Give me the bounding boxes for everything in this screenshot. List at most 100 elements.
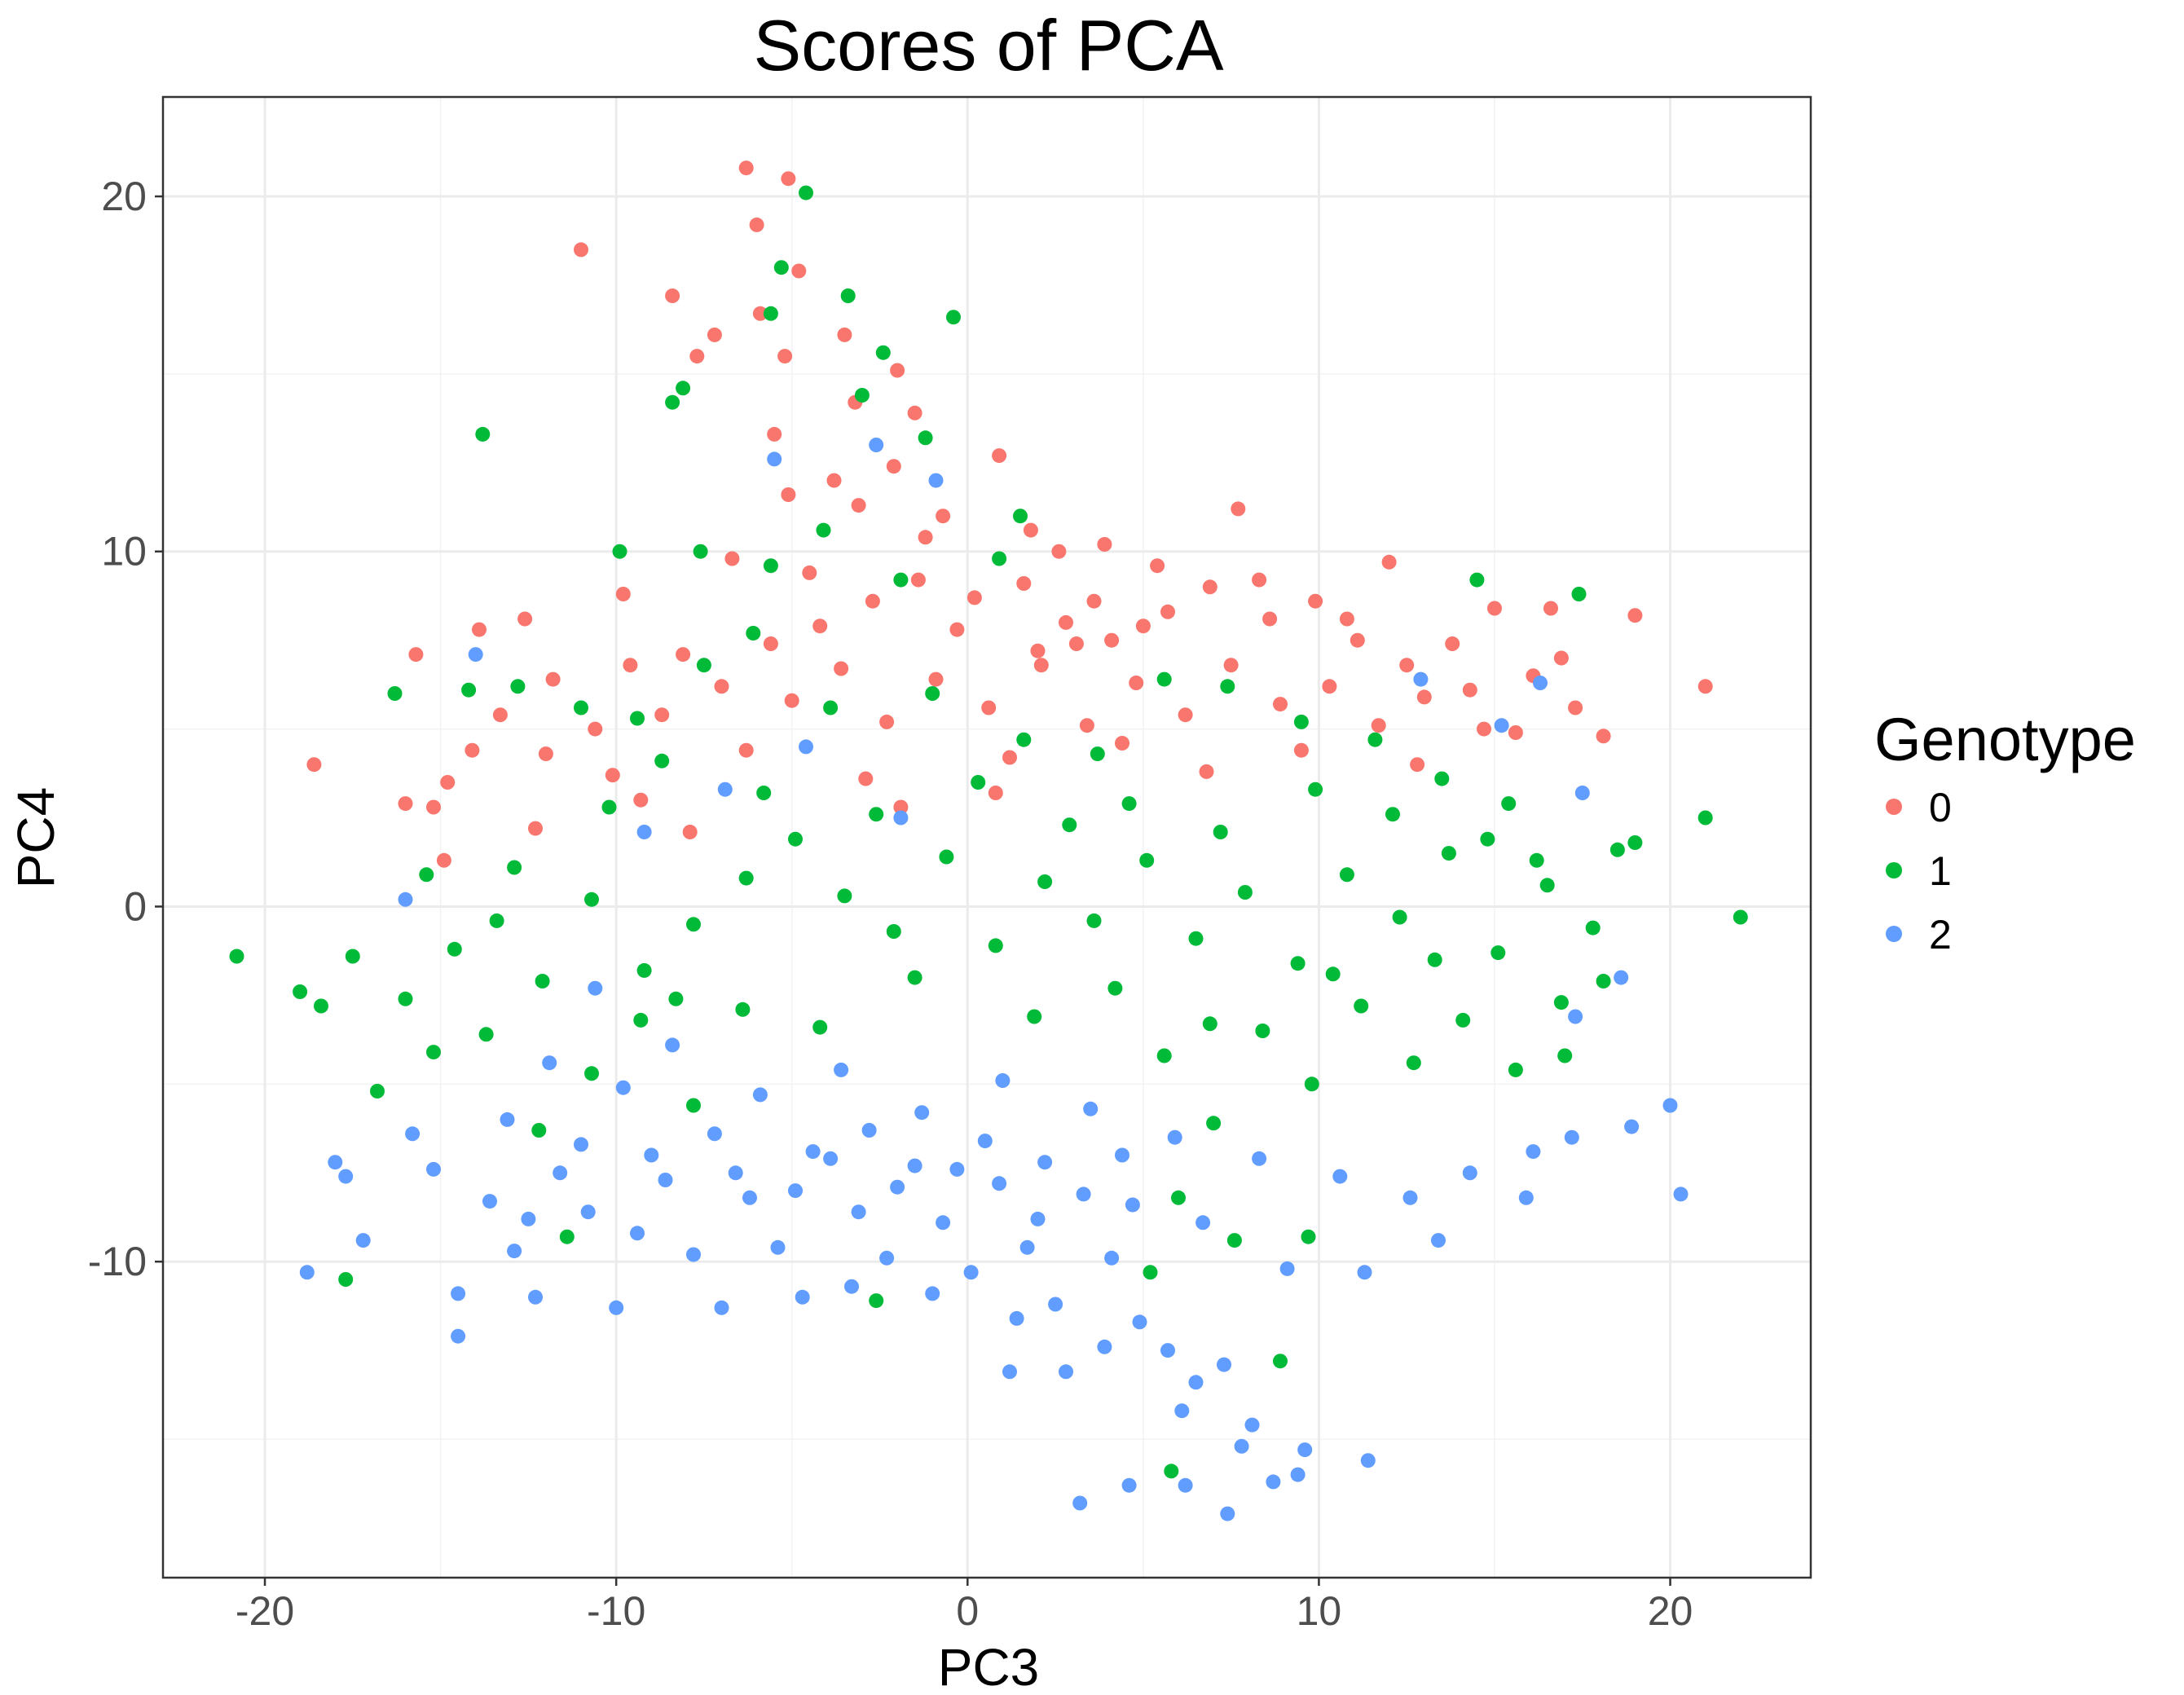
- point-genotype-1: [1480, 831, 1495, 847]
- point-genotype-1: [1107, 980, 1123, 996]
- point-genotype-2: [1494, 718, 1509, 733]
- point-genotype-1: [1469, 572, 1485, 588]
- point-genotype-2: [542, 1055, 557, 1071]
- point-genotype-2: [949, 1161, 965, 1177]
- point-genotype-1: [1156, 1048, 1172, 1063]
- point-genotype-0: [1322, 679, 1337, 694]
- point-genotype-2: [630, 1226, 645, 1241]
- point-genotype-2: [328, 1155, 343, 1170]
- x-tick-label: -20: [236, 1588, 294, 1634]
- point-genotype-2: [844, 1279, 859, 1294]
- point-genotype-2: [963, 1265, 979, 1280]
- point-genotype-0: [918, 530, 933, 545]
- point-genotype-1: [799, 185, 813, 200]
- point-genotype-1: [1037, 874, 1053, 889]
- point-genotype-1: [636, 962, 652, 978]
- point-genotype-1: [1121, 796, 1137, 812]
- point-genotype-1: [693, 544, 708, 559]
- point-genotype-1: [419, 867, 434, 883]
- point-genotype-2: [521, 1211, 536, 1226]
- point-genotype-0: [1068, 636, 1084, 651]
- point-genotype-0: [928, 671, 944, 687]
- point-genotype-1: [1062, 817, 1077, 833]
- point-genotype-0: [1202, 579, 1217, 595]
- point-genotype-1: [686, 1098, 701, 1113]
- point-genotype-0: [1273, 697, 1288, 712]
- point-genotype-1: [738, 870, 754, 886]
- point-genotype-1: [559, 1229, 575, 1244]
- point-genotype-0: [545, 671, 561, 687]
- point-genotype-1: [1143, 1265, 1158, 1280]
- point-genotype-1: [918, 430, 933, 446]
- point-genotype-1: [1529, 852, 1544, 868]
- point-genotype-1: [426, 1045, 441, 1060]
- point-genotype-2: [1234, 1438, 1249, 1454]
- point-genotype-0: [1104, 632, 1120, 648]
- point-genotype-1: [1013, 508, 1028, 524]
- point-genotype-2: [451, 1286, 466, 1301]
- point-genotype-1: [1202, 1016, 1217, 1032]
- point-genotype-2: [615, 1080, 631, 1095]
- point-genotype-0: [812, 619, 828, 634]
- point-genotype-2: [468, 647, 483, 663]
- point-genotype-1: [535, 974, 550, 988]
- point-genotype-1: [574, 700, 588, 715]
- legend-label-0: 0: [1929, 785, 1952, 830]
- point-genotype-1: [1325, 966, 1341, 982]
- point-genotype-1: [601, 799, 617, 815]
- point-genotype-1: [584, 1066, 599, 1081]
- y-tick-label: 20: [101, 174, 147, 219]
- point-genotype-2: [799, 739, 813, 755]
- point-genotype-0: [1262, 611, 1278, 627]
- point-genotype-1: [1304, 1076, 1319, 1092]
- point-genotype-0: [981, 700, 997, 715]
- point-genotype-2: [1290, 1467, 1306, 1482]
- point-genotype-0: [654, 707, 670, 723]
- panel-background: [163, 97, 1811, 1578]
- point-genotype-0: [588, 721, 603, 737]
- point-genotype-1: [735, 1002, 751, 1017]
- point-genotype-0: [1231, 501, 1246, 517]
- point-genotype-0: [1477, 721, 1491, 737]
- point-genotype-2: [636, 825, 652, 839]
- point-genotype-1: [1571, 587, 1587, 601]
- point-genotype-0: [967, 590, 982, 605]
- point-genotype-1: [1016, 732, 1032, 747]
- point-genotype-0: [676, 647, 691, 663]
- x-tick-label: 10: [1297, 1588, 1342, 1634]
- point-genotype-2: [1574, 786, 1590, 800]
- point-genotype-1: [510, 679, 526, 694]
- point-genotype-2: [728, 1165, 743, 1181]
- x-axis: -20 -10 0 10 20: [236, 1578, 1693, 1634]
- point-genotype-0: [1381, 554, 1397, 570]
- point-genotype-2: [500, 1112, 515, 1127]
- y-tick-label: -10: [88, 1239, 147, 1284]
- y-tick-label: 10: [101, 529, 147, 575]
- point-genotype-2: [1115, 1147, 1129, 1163]
- point-genotype-0: [1223, 658, 1239, 673]
- point-genotype-2: [405, 1126, 421, 1142]
- point-genotype-1: [447, 941, 462, 957]
- point-genotype-1: [1220, 679, 1235, 694]
- point-genotype-1: [812, 1019, 828, 1035]
- point-genotype-2: [338, 1169, 354, 1184]
- point-genotype-2: [834, 1062, 849, 1077]
- point-genotype-1: [1627, 835, 1643, 850]
- point-genotype-0: [1543, 601, 1558, 616]
- point-genotype-2: [714, 1300, 729, 1315]
- point-genotype-1: [988, 938, 1003, 953]
- point-genotype-1: [1164, 1464, 1179, 1479]
- series-1: [229, 185, 1748, 1479]
- point-genotype-0: [408, 647, 424, 663]
- point-genotype-1: [816, 522, 831, 538]
- point-genotype-1: [1367, 732, 1383, 747]
- point-genotype-2: [482, 1194, 497, 1209]
- point-genotype-0: [538, 746, 553, 762]
- point-genotype-1: [665, 394, 680, 410]
- point-genotype-2: [1402, 1190, 1418, 1205]
- legend-key-0: [1886, 799, 1902, 815]
- point-genotype-0: [689, 349, 705, 364]
- point-genotype-2: [528, 1289, 543, 1305]
- point-genotype-0: [1553, 650, 1569, 666]
- point-genotype-0: [707, 327, 722, 342]
